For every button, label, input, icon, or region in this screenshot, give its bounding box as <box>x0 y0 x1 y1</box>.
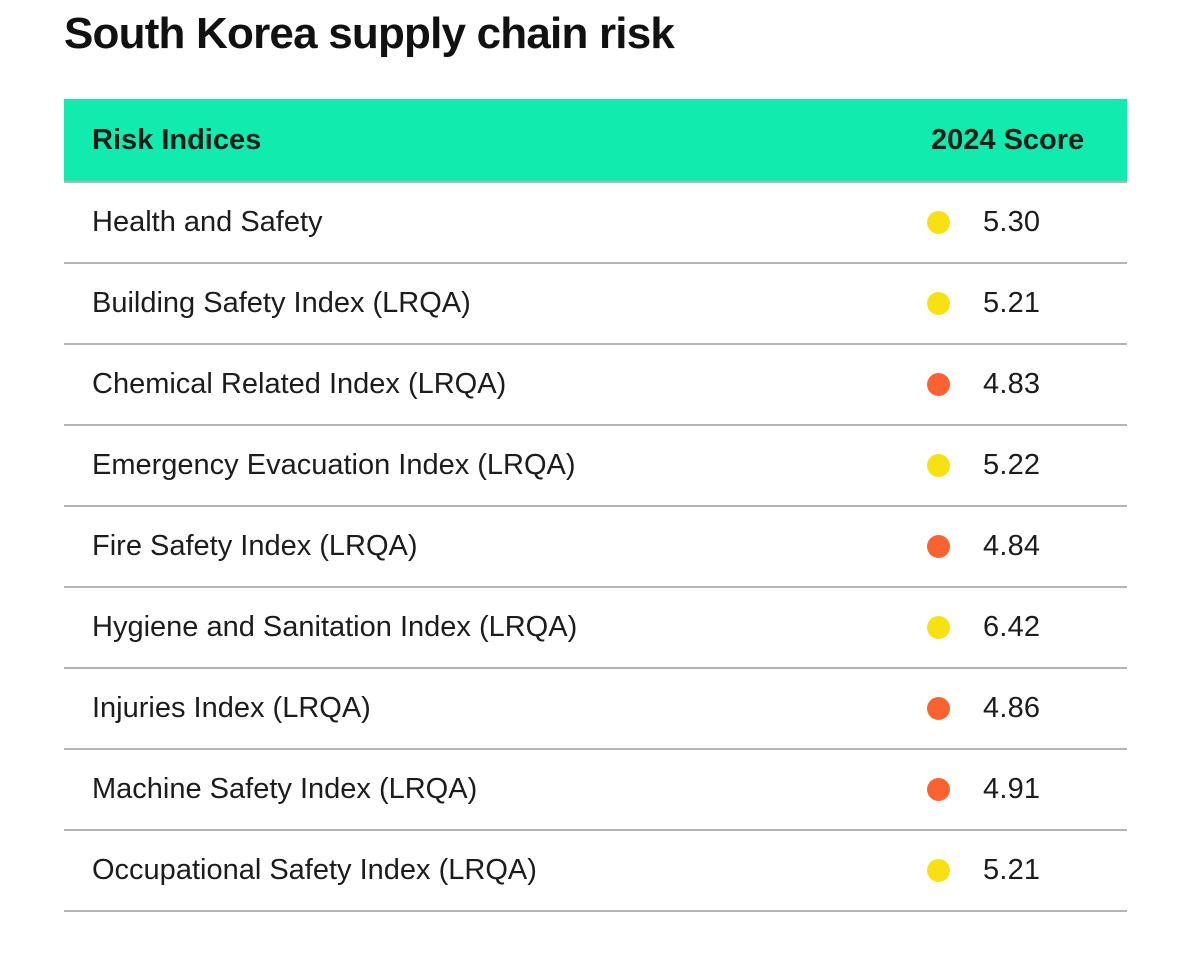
score-cell: 5.30 <box>927 206 1127 239</box>
table-row: Occupational Safety Index (LRQA) 5.21 <box>64 831 1127 913</box>
risk-level-dot-icon <box>927 616 950 640</box>
risk-level-dot-icon <box>927 778 950 802</box>
column-header-risk-indices: Risk Indices <box>92 123 262 156</box>
score-value: 5.22 <box>983 449 1041 482</box>
table-body: Health and Safety 5.30 Building Safety I… <box>64 183 1127 913</box>
risk-indices-table: Risk Indices 2024 Score Health and Safet… <box>64 99 1127 913</box>
score-cell: 4.84 <box>927 530 1127 563</box>
score-value: 4.83 <box>983 368 1041 401</box>
score-value: 4.91 <box>983 773 1041 806</box>
page-title: South Korea supply chain risk <box>64 9 675 58</box>
table-row: Health and Safety 5.30 <box>64 183 1127 265</box>
risk-level-dot-icon <box>927 373 950 397</box>
risk-level-dot-icon <box>927 211 950 235</box>
risk-level-dot-icon <box>927 454 950 478</box>
score-value: 6.42 <box>983 611 1041 644</box>
score-value: 5.21 <box>983 287 1041 320</box>
score-value: 4.84 <box>983 530 1041 563</box>
table-row: Injuries Index (LRQA) 4.86 <box>64 669 1127 751</box>
score-cell: 5.21 <box>927 854 1127 887</box>
risk-index-label: Injuries Index (LRQA) <box>92 692 371 725</box>
score-cell: 4.86 <box>927 692 1127 725</box>
risk-level-dot-icon <box>927 535 950 559</box>
risk-index-label: Fire Safety Index (LRQA) <box>92 530 418 563</box>
table-row: Chemical Related Index (LRQA) 4.83 <box>64 345 1127 427</box>
table-row: Emergency Evacuation Index (LRQA) 5.22 <box>64 426 1127 508</box>
score-cell: 4.83 <box>927 368 1127 401</box>
risk-index-label: Emergency Evacuation Index (LRQA) <box>92 449 576 482</box>
score-cell: 5.22 <box>927 449 1127 482</box>
score-value: 5.21 <box>983 854 1041 887</box>
risk-index-label: Hygiene and Sanitation Index (LRQA) <box>92 611 578 644</box>
score-cell: 4.91 <box>927 773 1127 806</box>
table-row: Machine Safety Index (LRQA) 4.91 <box>64 750 1127 832</box>
score-value: 4.86 <box>983 692 1041 725</box>
risk-index-label: Health and Safety <box>92 206 323 239</box>
table-header: Risk Indices 2024 Score <box>64 99 1127 184</box>
score-cell: 6.42 <box>927 611 1127 644</box>
risk-level-dot-icon <box>927 697 950 721</box>
column-header-2024-score: 2024 Score <box>931 123 1085 156</box>
table-row: Building Safety Index (LRQA) 5.21 <box>64 264 1127 346</box>
risk-index-label: Machine Safety Index (LRQA) <box>92 773 478 806</box>
score-value: 5.30 <box>983 206 1041 239</box>
risk-index-label: Occupational Safety Index (LRQA) <box>92 854 537 887</box>
table-row: Fire Safety Index (LRQA) 4.84 <box>64 507 1127 589</box>
table-row: Hygiene and Sanitation Index (LRQA) 6.42 <box>64 588 1127 670</box>
score-cell: 5.21 <box>927 287 1127 320</box>
risk-index-label: Building Safety Index (LRQA) <box>92 287 471 320</box>
risk-index-label: Chemical Related Index (LRQA) <box>92 368 507 401</box>
risk-level-dot-icon <box>927 859 950 883</box>
risk-level-dot-icon <box>927 292 950 316</box>
